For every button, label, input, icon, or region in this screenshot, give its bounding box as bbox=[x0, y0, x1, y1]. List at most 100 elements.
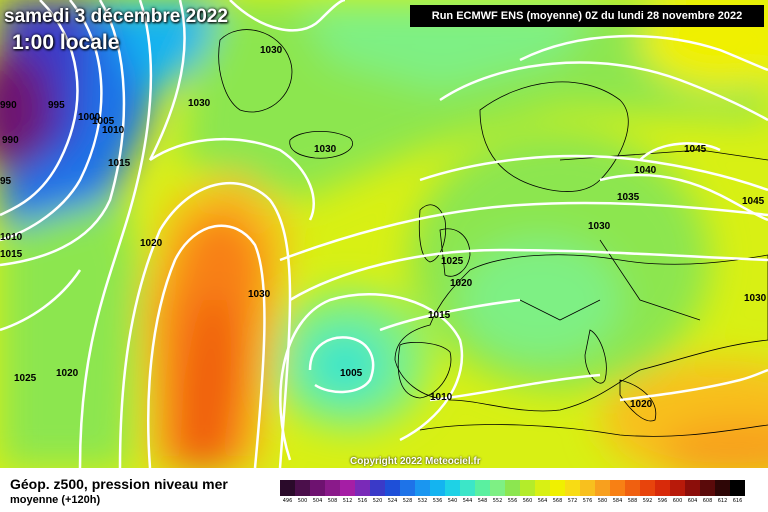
color-scale-tick-label: 584 bbox=[612, 498, 623, 504]
color-scale-cell bbox=[640, 480, 655, 496]
color-scale-cell bbox=[655, 480, 670, 496]
color-scale-tick-label: 616 bbox=[732, 498, 743, 504]
color-scale-cell bbox=[490, 480, 505, 496]
isobar-label: 1005 bbox=[92, 116, 115, 127]
isobar-label: 1010 bbox=[430, 392, 453, 403]
color-scale-cell bbox=[430, 480, 445, 496]
color-scale-tick-label: 532 bbox=[417, 498, 428, 504]
isobar-label: 1020 bbox=[450, 278, 473, 289]
color-scale-cell bbox=[535, 480, 550, 496]
color-scale-ticks: 496 500 504 508 512 516 520 524 528 532 536 540 544 5… bbox=[280, 498, 745, 508]
color-scale-cell bbox=[550, 480, 565, 496]
color-scale-tick-label: 540 bbox=[447, 498, 458, 504]
isobar-label: 1020 bbox=[56, 368, 79, 379]
isobar-label: 1000 bbox=[78, 112, 101, 123]
copyright-notice: Copyright 2022 Meteociel.fr bbox=[350, 456, 481, 467]
geopotential-map: 990 995 1000 1005 1010 1015 1030 1030 10… bbox=[0, 0, 768, 468]
isobars bbox=[0, 0, 768, 468]
color-scale-tick-label: 564 bbox=[537, 498, 548, 504]
isobar-label: 990 bbox=[2, 135, 19, 146]
forecast-date: samedi 3 décembre 2022 bbox=[4, 6, 228, 27]
color-scale-tick-label: 500 bbox=[297, 498, 308, 504]
color-scale-tick-label: 572 bbox=[567, 498, 578, 504]
color-scale-tick-label: 496 bbox=[282, 498, 293, 504]
isobar-label: 1025 bbox=[14, 373, 37, 384]
color-scale-cell bbox=[670, 480, 685, 496]
color-scale-cell bbox=[415, 480, 430, 496]
color-scale-cell bbox=[685, 480, 700, 496]
isobar-label: 1020 bbox=[140, 238, 163, 249]
color-scale-tick-label: 592 bbox=[642, 498, 653, 504]
color-scale-cell bbox=[625, 480, 640, 496]
color-scale-tick-label: 516 bbox=[357, 498, 368, 504]
color-scale-tick-label: 588 bbox=[627, 498, 638, 504]
color-scale-tick-label: 524 bbox=[387, 498, 398, 504]
color-scale-tick-label: 548 bbox=[477, 498, 488, 504]
isobar-label: 1010 bbox=[102, 125, 125, 136]
isobar-label: 1030 bbox=[314, 144, 337, 155]
color-scale-cell bbox=[610, 480, 625, 496]
color-scale-tick-label: 512 bbox=[342, 498, 353, 504]
isobar-label: 1045 bbox=[742, 196, 765, 207]
color-scale-cell bbox=[295, 480, 310, 496]
isobar-label: 1030 bbox=[248, 289, 271, 300]
color-scale-cell bbox=[370, 480, 385, 496]
color-scale-tick-label: 504 bbox=[312, 498, 323, 504]
color-scale-tick-label: 544 bbox=[462, 498, 473, 504]
model-run-info: Run ECMWF ENS (moyenne) 0Z du lundi 28 n… bbox=[410, 5, 764, 27]
color-scale-cell bbox=[385, 480, 400, 496]
color-scale-cell bbox=[700, 480, 715, 496]
color-scale-tick-label: 608 bbox=[702, 498, 713, 504]
forecast-local-time: 1:00 locale bbox=[12, 31, 120, 54]
legend-subtitle: moyenne (+120h) bbox=[10, 494, 101, 506]
color-scale-cell bbox=[520, 480, 535, 496]
color-scale bbox=[280, 480, 745, 496]
isobar-label: 1015 bbox=[428, 310, 451, 321]
color-scale-tick-label: 560 bbox=[522, 498, 533, 504]
isobar-label: 1025 bbox=[441, 256, 464, 267]
legend-title: Géop. z500, pression niveau mer bbox=[10, 476, 228, 492]
color-scale-cell bbox=[325, 480, 340, 496]
isobar-label: 1030 bbox=[744, 293, 767, 304]
legend-panel: Géop. z500, pression niveau mer moyenne … bbox=[0, 468, 768, 512]
isobar-labels: 990 995 1000 1005 1010 1015 1030 1030 10… bbox=[0, 45, 767, 410]
color-scale-cell bbox=[310, 480, 325, 496]
color-scale-cell bbox=[400, 480, 415, 496]
color-scale-tick-label: 520 bbox=[372, 498, 383, 504]
isobar-label: 1030 bbox=[260, 45, 283, 56]
color-scale-cell bbox=[730, 480, 745, 496]
color-scale-tick-label: 508 bbox=[327, 498, 338, 504]
isobar-label: 1010 bbox=[0, 232, 23, 243]
color-scale-cell bbox=[340, 480, 355, 496]
isobar-label: 1015 bbox=[108, 158, 131, 169]
color-scale-tick-label: 612 bbox=[717, 498, 728, 504]
isobar-label: 1030 bbox=[588, 221, 611, 232]
color-scale-cell bbox=[595, 480, 610, 496]
color-scale-tick-label: 604 bbox=[687, 498, 698, 504]
isobar-label: 1045 bbox=[684, 144, 707, 155]
color-scale-cell bbox=[565, 480, 580, 496]
coastlines bbox=[218, 29, 768, 437]
isobar-label: 95 bbox=[0, 176, 12, 187]
color-scale-cell bbox=[355, 480, 370, 496]
color-scale-tick-label: 556 bbox=[507, 498, 518, 504]
color-scale-cell bbox=[715, 480, 730, 496]
isobar-label: 1015 bbox=[0, 249, 23, 260]
isobar-label: 995 bbox=[48, 100, 65, 111]
color-scale-tick-label: 528 bbox=[402, 498, 413, 504]
isobar-label: 1035 bbox=[617, 192, 640, 203]
isobar-label: 1040 bbox=[634, 165, 657, 176]
color-scale-cell bbox=[445, 480, 460, 496]
color-scale-tick-label: 580 bbox=[597, 498, 608, 504]
isobar-label: 1030 bbox=[188, 98, 211, 109]
color-scale-tick-label: 536 bbox=[432, 498, 443, 504]
color-scale-tick-label: 576 bbox=[582, 498, 593, 504]
color-scale-tick-label: 596 bbox=[657, 498, 668, 504]
isobar-label: 1020 bbox=[630, 399, 653, 410]
color-scale-cell bbox=[460, 480, 475, 496]
color-scale-cell bbox=[505, 480, 520, 496]
isobar-label: 1005 bbox=[340, 368, 363, 379]
color-scale-cell bbox=[580, 480, 595, 496]
color-scale-cell bbox=[475, 480, 490, 496]
